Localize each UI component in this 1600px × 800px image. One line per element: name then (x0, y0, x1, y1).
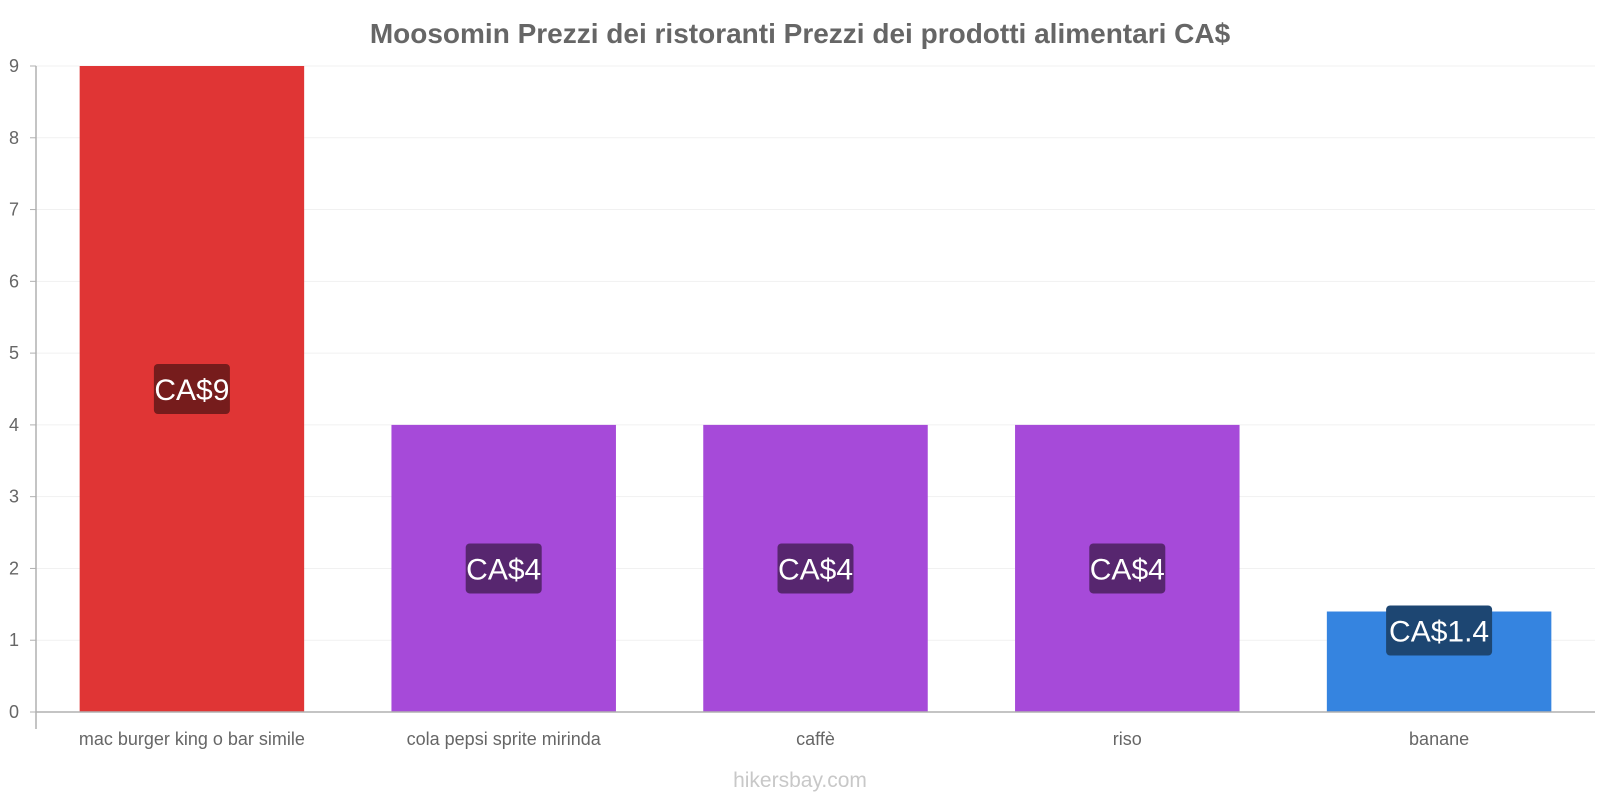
x-axis-labels: mac burger king o bar simile cola pepsi s… (79, 729, 1469, 749)
value-label: CA$4 (466, 553, 541, 586)
y-axis-ticks: 0 1 2 3 4 5 6 7 8 9 (9, 56, 36, 722)
value-label: CA$4 (1090, 553, 1165, 586)
x-tick-label: mac burger king o bar simile (79, 729, 305, 749)
y-tick-label: 6 (9, 271, 19, 291)
y-tick-label: 0 (9, 702, 19, 722)
value-label-bg (1089, 543, 1166, 594)
value-label-bg (1386, 605, 1493, 656)
y-tick-label: 1 (9, 630, 19, 650)
value-label-bg (777, 543, 854, 594)
value-label-bg (153, 364, 230, 414)
y-tick-label: 5 (9, 343, 19, 363)
y-tick-label: 3 (9, 487, 19, 507)
value-labels: CA$9 CA$4 CA$4 CA$4 CA$1.4 (153, 364, 1493, 656)
y-tick-label: 2 (9, 558, 19, 578)
x-tick-label: banane (1409, 729, 1469, 749)
y-tick-label: 9 (9, 56, 19, 76)
value-label: CA$4 (778, 553, 853, 586)
y-tick-label: 7 (9, 200, 19, 220)
value-label-bg (465, 543, 542, 594)
x-tick-label: cola pepsi sprite mirinda (407, 729, 602, 749)
watermark: hikersbay.com (733, 769, 867, 792)
x-tick-label: caffè (796, 729, 835, 749)
value-label: CA$1.4 (1389, 616, 1489, 649)
bars (79, 66, 1552, 712)
chart-title: Moosomin Prezzi dei ristoranti Prezzi de… (370, 18, 1231, 49)
y-tick-label: 8 (9, 128, 19, 148)
x-tick-label: riso (1113, 729, 1142, 749)
y-tick-label: 4 (9, 415, 19, 435)
value-label: CA$9 (154, 374, 229, 407)
axes (35, 66, 1595, 729)
